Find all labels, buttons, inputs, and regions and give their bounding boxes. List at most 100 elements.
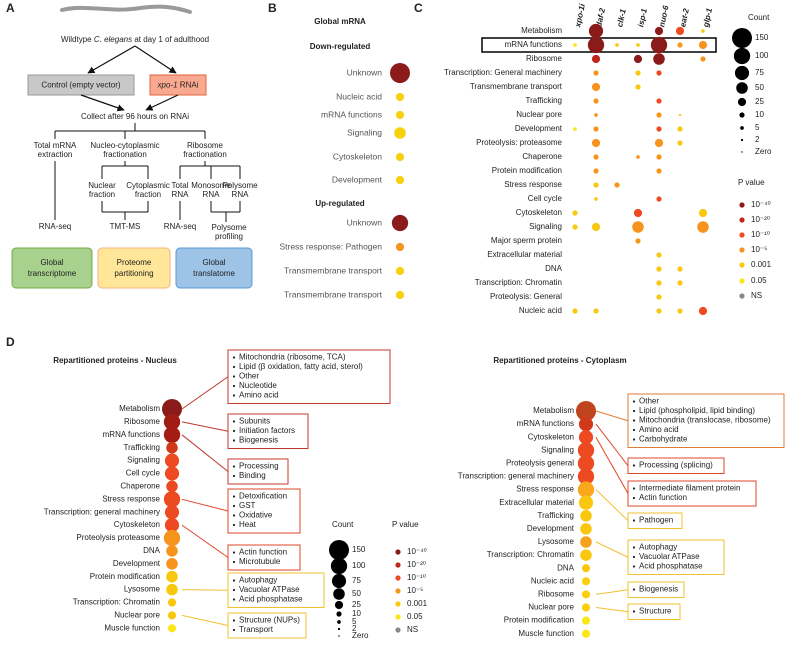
row-label: Nucleic acid	[519, 306, 562, 315]
legend-label: 10⁻²⁰	[751, 215, 770, 224]
row-label: Trafficking	[124, 443, 160, 452]
dot	[656, 70, 662, 76]
dot	[593, 308, 599, 314]
panel-title: Global mRNA	[314, 17, 366, 26]
row-label: Transcription: General machinery	[444, 68, 562, 77]
legend-dot	[395, 549, 401, 555]
dot	[581, 577, 591, 586]
row-label: Cytoskeleton	[516, 208, 562, 217]
dot	[656, 308, 662, 314]
bullet	[232, 429, 236, 433]
dot	[593, 70, 599, 76]
column-label: nuo-6	[657, 4, 670, 28]
dot	[677, 266, 683, 272]
bullet	[232, 514, 236, 517]
connector	[134, 45, 177, 74]
legend-dot	[329, 540, 349, 560]
connector	[181, 614, 229, 626]
fraction-label: RNA	[172, 190, 190, 199]
legend-label: 5	[352, 617, 357, 626]
dot	[162, 399, 182, 419]
bullet	[632, 496, 636, 500]
connector	[595, 410, 629, 422]
legend-dot	[338, 635, 340, 637]
annotation-item: Vacuolar ATPase	[639, 552, 700, 561]
legend-dot	[733, 47, 751, 65]
legend-label: 2	[755, 135, 760, 144]
dot	[591, 54, 601, 64]
legend-label: 75	[352, 576, 361, 585]
group-title: Up-regulated	[315, 199, 364, 208]
row-label: Transmembrane transport	[470, 82, 563, 91]
dot	[580, 523, 592, 535]
dot	[614, 182, 620, 188]
bullet	[632, 438, 636, 441]
dot	[678, 113, 682, 117]
dot	[656, 196, 662, 202]
bullet	[632, 565, 636, 568]
dot	[633, 54, 643, 64]
legend-label: 10⁻¹⁰	[407, 573, 426, 582]
annotation-item: Structure (NUPs)	[239, 616, 300, 625]
annotation-item: Amino acid	[239, 391, 279, 400]
dot	[166, 558, 178, 570]
legend-label: 10⁻²⁰	[407, 560, 426, 569]
bullet	[632, 428, 636, 432]
row-label: Proteolysis: proteasome	[476, 138, 562, 147]
row-label: Ribosome	[124, 417, 161, 426]
legend-label: 10⁻⁵	[407, 586, 423, 595]
dot	[698, 306, 708, 316]
legend-label: 10⁻⁴⁰	[751, 200, 771, 209]
row-label: Nucleic acid	[531, 576, 574, 585]
annotation-box	[227, 349, 391, 404]
legend-label: 0.001	[407, 599, 428, 608]
row-label: Metabolism	[533, 406, 574, 415]
annotation-item: Transport	[239, 625, 274, 634]
intro-part: at day 1 of adulthood	[132, 35, 209, 44]
annotation-box	[627, 512, 683, 529]
bullet	[232, 474, 236, 478]
dot	[698, 208, 708, 218]
output-label: Global	[40, 258, 63, 267]
bullet	[232, 420, 236, 423]
row-label: Nuclear pore	[528, 603, 574, 612]
annotation-box	[627, 480, 757, 507]
bullet	[632, 419, 636, 422]
bullet	[232, 523, 236, 527]
dot	[577, 481, 595, 498]
annotation-item: Mitochondria (translocase, ribosome)	[639, 416, 771, 425]
legend-dot	[739, 202, 745, 208]
row-label: Transcription: general machinery	[458, 472, 574, 481]
dot	[395, 242, 405, 252]
annotation-item: Microtubule	[239, 557, 281, 566]
bullet	[232, 598, 236, 601]
legend-dot	[739, 232, 745, 238]
annotation-item: Other	[639, 397, 659, 406]
row-label: Extracellular material	[499, 498, 574, 507]
bullet	[632, 546, 636, 549]
row-label: Stress response	[504, 180, 562, 189]
rnai-part: xpo-1	[157, 81, 178, 90]
output-label: partitioning	[114, 269, 153, 278]
dot	[164, 453, 180, 468]
annotation-box	[227, 413, 309, 449]
dot	[577, 442, 595, 459]
dot	[395, 110, 405, 120]
dot	[394, 127, 406, 139]
legend-dot	[740, 126, 744, 130]
bullet	[232, 619, 236, 622]
annotation-item: Lipid (phospholipid, lipid binding)	[639, 406, 755, 415]
assay-label: RNA-seq	[164, 222, 196, 231]
output-label: Proteome	[117, 258, 152, 267]
annotation-box	[627, 457, 725, 474]
bullet	[632, 588, 636, 591]
dot	[656, 168, 662, 174]
row-label: Signaling	[529, 222, 562, 231]
dot	[166, 570, 178, 583]
row-label: Lysosome	[124, 585, 161, 594]
dot	[653, 53, 665, 65]
annotation-box	[227, 458, 289, 485]
bullet	[232, 356, 236, 359]
legend-dot	[739, 262, 745, 268]
dot	[167, 598, 177, 607]
